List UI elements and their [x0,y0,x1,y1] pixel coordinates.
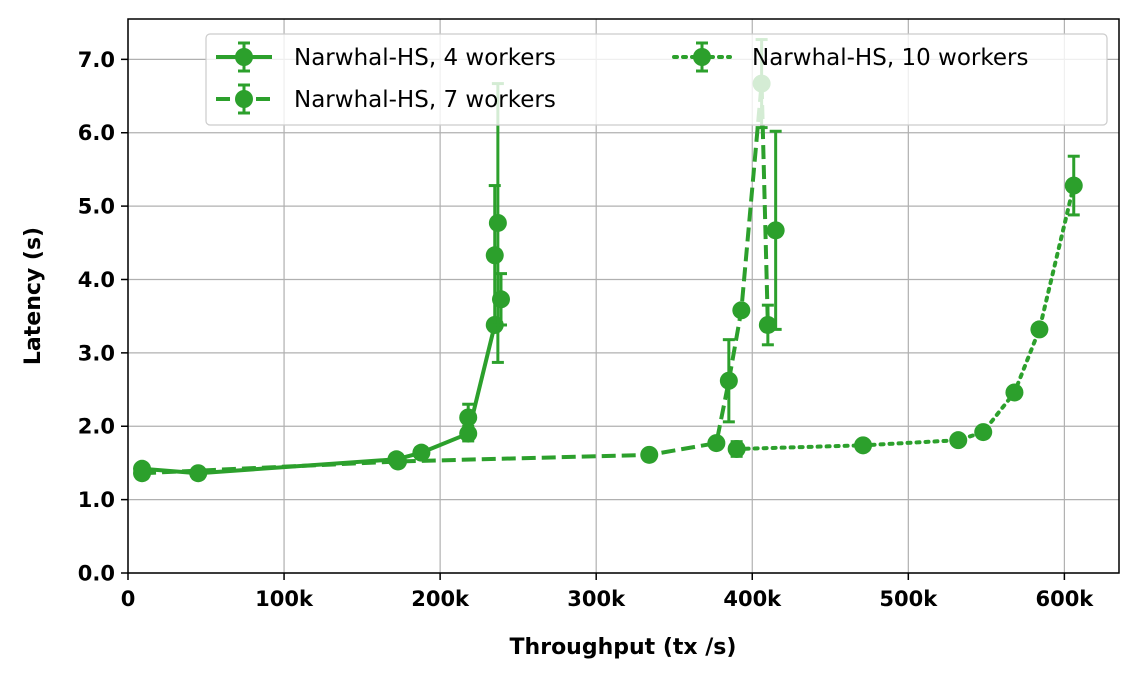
x-tick-label: 400k [723,587,782,611]
data-point [388,452,407,471]
y-tick-label: 3.0 [78,341,115,365]
y-axis-title: Latency (s) [21,227,46,365]
data-point [459,424,478,443]
data-point [412,443,431,462]
axis-ticks: 0 100k 200k 300k 400k 500k 600k 0.0 1.0 2.0 3.0 4.0… [78,48,1095,611]
series-3 [727,154,1083,458]
y-tick-label: 7.0 [78,48,115,72]
legend-marker [235,90,253,108]
data-point [854,436,873,455]
data-point [974,423,993,442]
plot-frame [127,18,1120,574]
y-tick-label: 0.0 [78,562,115,586]
legend-label: Narwhal-HS, 7 workers [294,87,556,113]
x-tick-label: 200k [411,587,470,611]
legend-entry: Narwhal-HS, 4 workers [216,41,556,73]
legend-entry: Narwhal-HS, 7 workers [216,83,556,115]
series-line [141,324,497,476]
series-1 [133,315,504,483]
data-point [949,431,968,450]
y-tick-label: 2.0 [78,415,115,439]
data-point [758,315,777,334]
data-point [732,301,751,320]
legend-box [205,33,1108,126]
series-line [734,183,1076,451]
y-tick-label: 5.0 [78,195,115,219]
data-point [491,290,510,309]
data-point [719,371,738,390]
x-axis-title: Throughput (tx /s) [510,635,737,660]
legend-label: Narwhal-HS, 10 workers [752,45,1028,71]
data-point [485,246,504,265]
data-point [133,464,152,483]
legend-entry: Narwhal-HS, 10 workers [672,41,1028,73]
data-point [1030,320,1049,339]
legend-marker [235,48,253,66]
y-tick-label: 1.0 [78,488,115,512]
x-tick-label: 300k [567,587,626,611]
y-tick-label: 4.0 [78,268,115,292]
data-point [459,408,478,427]
data-point [707,434,726,453]
legend-marker [693,48,711,66]
legend: Narwhal-HS, 4 workers Narwhal-HS, 7 worke… [205,33,1108,126]
series-line [141,81,770,476]
data-point [1005,383,1024,402]
data-point [640,445,659,464]
x-tick-label: 0 [121,587,136,611]
data-point [1064,176,1083,195]
legend-label: Narwhal-HS, 4 workers [294,45,556,71]
data-point [189,464,208,483]
y-tick-label: 6.0 [78,121,115,145]
x-tick-label: 500k [879,587,938,611]
x-tick-label: 600k [1035,587,1094,611]
data-point [488,213,507,232]
x-tick-label: 100k [255,587,314,611]
data-point [727,439,746,458]
data-point [766,221,785,240]
